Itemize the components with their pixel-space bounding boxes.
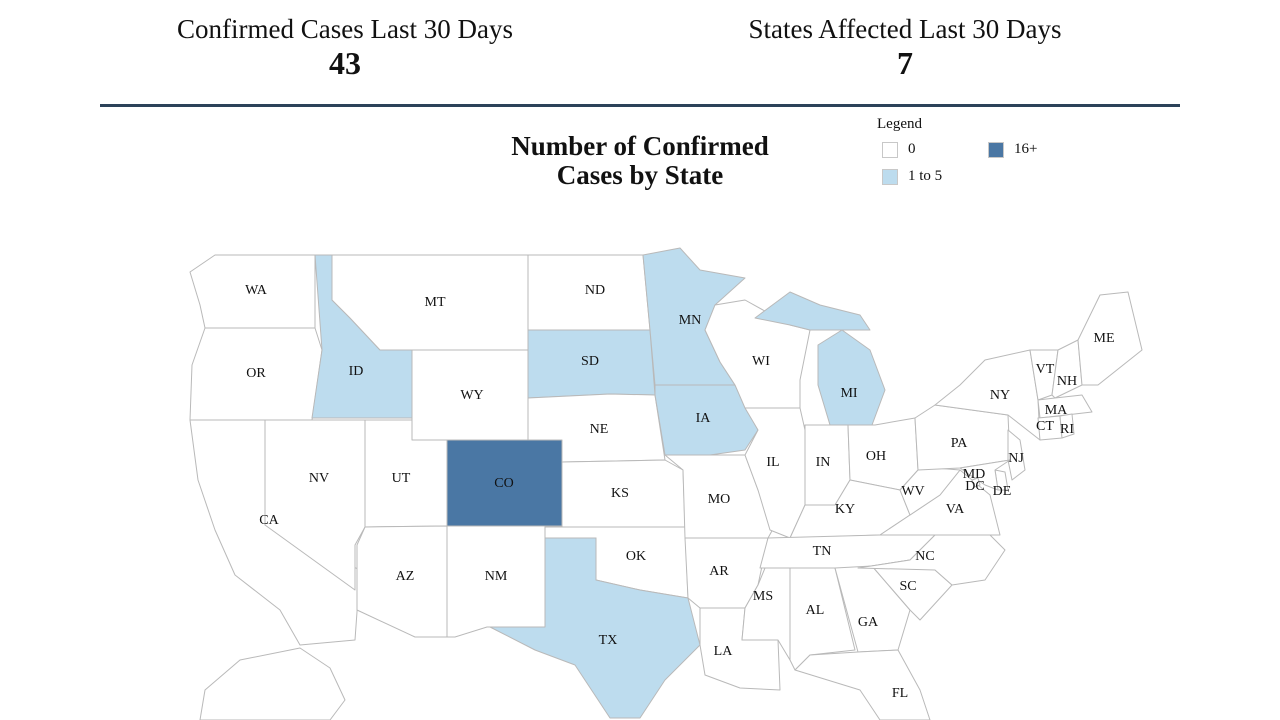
label-ma: MA	[1045, 403, 1068, 418]
states-affected-value: 7	[897, 45, 913, 81]
label-al: AL	[806, 603, 825, 618]
label-ar: AR	[709, 564, 729, 579]
label-ky: KY	[835, 502, 855, 517]
state-dc[interactable]	[971, 477, 981, 488]
state-tx[interactable]	[489, 537, 701, 719]
label-tn: TN	[813, 544, 832, 559]
label-pa: PA	[951, 436, 969, 451]
legend-label-16-plus: 16+	[1014, 141, 1038, 157]
label-me: ME	[1094, 331, 1115, 346]
label-vt: VT	[1036, 362, 1055, 377]
legend-item-1-to-5: 1 to 5	[882, 168, 942, 185]
label-wa: WA	[245, 283, 268, 298]
state-nc[interactable]	[857, 534, 1006, 586]
label-in: IN	[816, 455, 831, 470]
label-ri: RI	[1060, 422, 1074, 437]
label-wy: WY	[460, 388, 483, 403]
legend-swatch-1-to-5	[882, 168, 898, 185]
label-nv: NV	[309, 471, 329, 486]
confirmed-cases-label: Confirmed Cases Last 30 Days	[177, 14, 513, 44]
states-affected-label: States Affected Last 30 Days	[748, 14, 1062, 44]
legend-label-0: 0	[908, 141, 916, 157]
label-mn: MN	[679, 313, 702, 328]
states-affected-stat: States Affected Last 30 Days 7	[700, 12, 1110, 80]
label-mi: MI	[840, 386, 857, 401]
state-mi[interactable]	[754, 291, 886, 426]
state-me[interactable]	[1077, 291, 1143, 386]
state-fl[interactable]	[794, 649, 931, 720]
state-nj[interactable]	[1007, 429, 1026, 481]
label-sd: SD	[581, 354, 599, 369]
label-fl: FL	[892, 686, 908, 701]
label-id: ID	[349, 364, 364, 379]
state-ma[interactable]	[1037, 394, 1093, 419]
label-ks: KS	[611, 486, 629, 501]
label-co: CO	[494, 476, 513, 491]
label-ne: NE	[590, 422, 609, 437]
label-il: IL	[766, 455, 779, 470]
state-md[interactable]	[959, 459, 1011, 491]
label-ga: GA	[858, 615, 879, 630]
state-il[interactable]	[744, 407, 806, 539]
label-nj: NJ	[1008, 451, 1024, 466]
label-sc: SC	[899, 579, 916, 594]
label-ca: CA	[259, 513, 279, 528]
label-dc: DC	[965, 479, 984, 494]
label-va: VA	[946, 502, 965, 517]
legend-label-1-to-5: 1 to 5	[908, 168, 943, 184]
label-nc: NC	[915, 549, 934, 564]
label-tx: TX	[599, 633, 618, 648]
legend-title: Legend	[877, 116, 922, 132]
label-wi: WI	[752, 354, 770, 369]
label-ct: CT	[1036, 419, 1054, 434]
label-ut: UT	[392, 471, 411, 486]
label-oh: OH	[866, 449, 886, 464]
label-nd: ND	[585, 283, 605, 298]
label-ms: MS	[753, 589, 773, 604]
legend-item-0: 0	[882, 141, 916, 158]
label-nm: NM	[485, 569, 508, 584]
state-ak-partial	[199, 647, 346, 720]
label-la: LA	[714, 644, 734, 659]
label-or: OR	[246, 366, 266, 381]
label-ia: IA	[696, 411, 712, 426]
label-mt: MT	[425, 295, 446, 310]
label-ok: OK	[626, 549, 646, 564]
confirmed-cases-value: 43	[329, 45, 361, 81]
state-nm[interactable]	[446, 525, 546, 638]
label-ny: NY	[990, 388, 1010, 403]
label-md: MD	[963, 467, 986, 482]
legend-swatch-16-plus	[988, 141, 1004, 158]
label-mo: MO	[708, 492, 731, 507]
map-title: Number of Confirmed Cases by State	[490, 132, 790, 190]
legend-item-16-plus: 16+	[988, 141, 1037, 158]
header-divider	[100, 104, 1180, 107]
state-ri[interactable]	[1059, 413, 1075, 439]
label-nh: NH	[1057, 374, 1077, 389]
map-title-line-2: Cases by State	[556, 160, 724, 190]
label-az: AZ	[396, 569, 415, 584]
confirmed-cases-stat: Confirmed Cases Last 30 Days 43	[145, 12, 545, 80]
legend-swatch-0	[882, 141, 898, 158]
state-nh[interactable]	[1051, 339, 1083, 399]
label-wv: WV	[901, 484, 924, 499]
map-title-line-1: Number of Confirmed	[511, 131, 769, 161]
label-de: DE	[993, 484, 1012, 499]
